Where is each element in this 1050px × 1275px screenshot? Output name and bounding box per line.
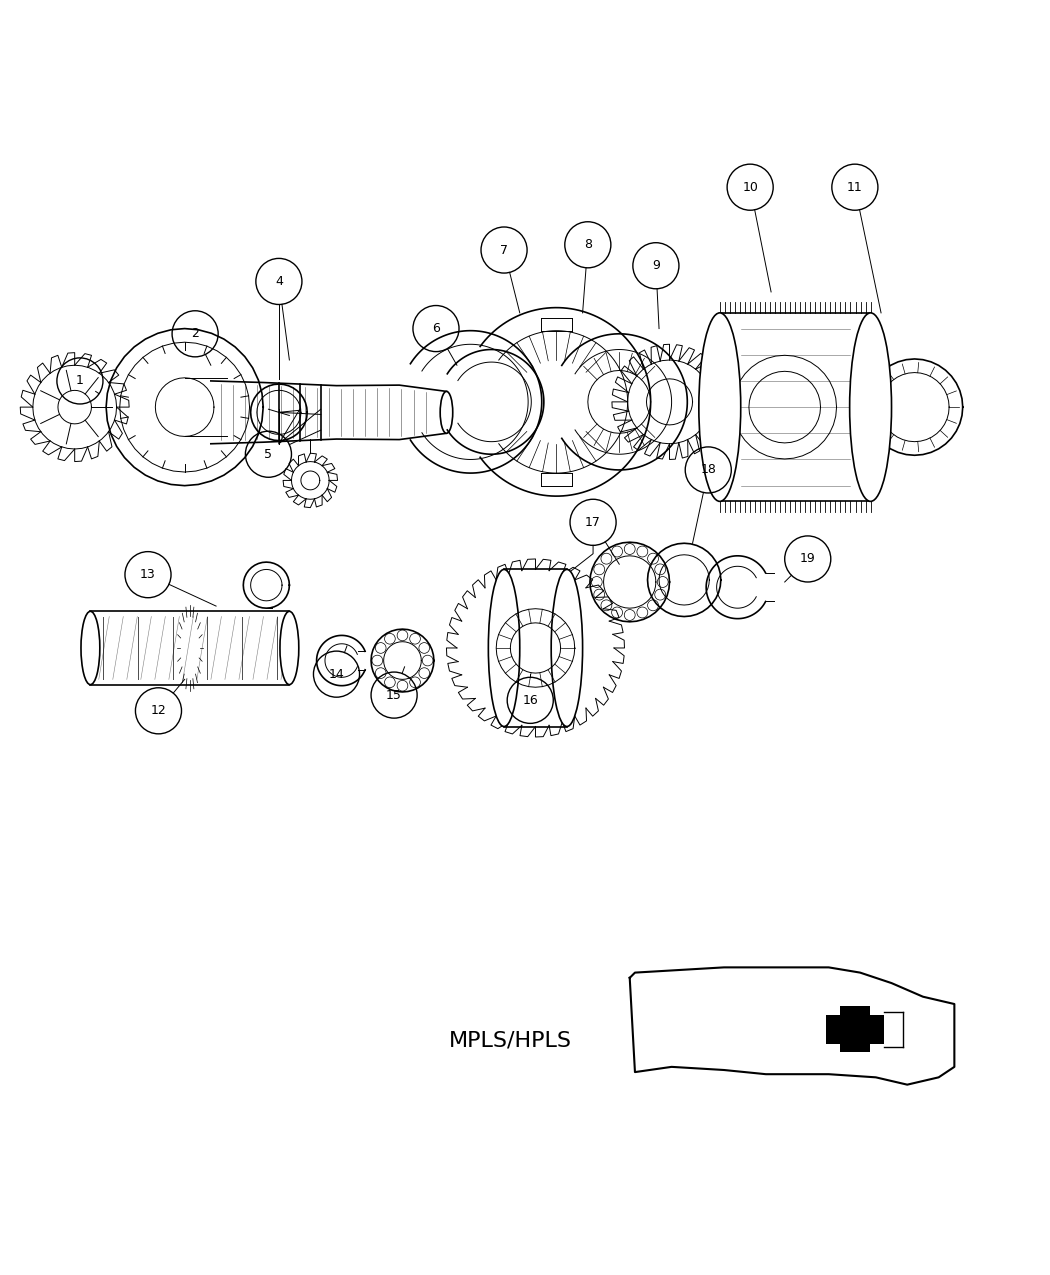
- Text: 18: 18: [700, 463, 716, 477]
- Text: 9: 9: [652, 259, 659, 273]
- Text: 17: 17: [585, 516, 601, 529]
- Text: 6: 6: [432, 323, 440, 335]
- FancyBboxPatch shape: [825, 1015, 884, 1044]
- Ellipse shape: [699, 312, 740, 501]
- Text: 11: 11: [847, 181, 863, 194]
- Text: 2: 2: [191, 328, 200, 340]
- Text: 5: 5: [265, 448, 272, 460]
- Text: 16: 16: [522, 694, 538, 706]
- Ellipse shape: [488, 570, 520, 727]
- Ellipse shape: [81, 611, 100, 685]
- Text: 13: 13: [140, 569, 155, 581]
- Text: 19: 19: [800, 552, 816, 565]
- Ellipse shape: [551, 570, 583, 727]
- Text: 8: 8: [584, 238, 592, 251]
- Text: 10: 10: [742, 181, 758, 194]
- Text: 7: 7: [500, 244, 508, 256]
- Text: MPLS/HPLS: MPLS/HPLS: [449, 1030, 572, 1051]
- FancyBboxPatch shape: [840, 1006, 869, 1052]
- Ellipse shape: [440, 391, 453, 434]
- Text: 1: 1: [76, 375, 84, 388]
- Text: 15: 15: [386, 688, 402, 701]
- Text: 14: 14: [329, 668, 344, 681]
- Text: 12: 12: [150, 704, 166, 718]
- Text: 4: 4: [275, 275, 282, 288]
- Ellipse shape: [280, 611, 299, 685]
- Ellipse shape: [849, 312, 891, 501]
